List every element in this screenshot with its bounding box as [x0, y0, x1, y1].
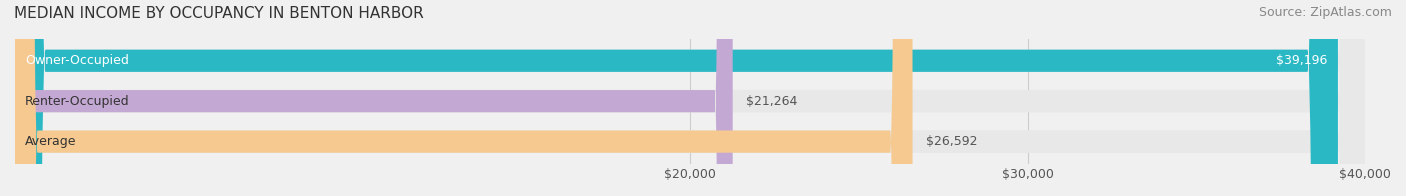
- Text: $21,264: $21,264: [747, 95, 797, 108]
- Text: $39,196: $39,196: [1277, 54, 1327, 67]
- Text: $26,592: $26,592: [927, 135, 977, 148]
- Text: Source: ZipAtlas.com: Source: ZipAtlas.com: [1258, 6, 1392, 19]
- FancyBboxPatch shape: [15, 0, 1365, 196]
- FancyBboxPatch shape: [15, 0, 912, 196]
- FancyBboxPatch shape: [15, 0, 733, 196]
- FancyBboxPatch shape: [15, 0, 1365, 196]
- FancyBboxPatch shape: [15, 0, 1339, 196]
- FancyBboxPatch shape: [15, 0, 1365, 196]
- Text: Renter-Occupied: Renter-Occupied: [25, 95, 129, 108]
- Text: Owner-Occupied: Owner-Occupied: [25, 54, 129, 67]
- Text: Average: Average: [25, 135, 76, 148]
- Text: MEDIAN INCOME BY OCCUPANCY IN BENTON HARBOR: MEDIAN INCOME BY OCCUPANCY IN BENTON HAR…: [14, 6, 423, 21]
